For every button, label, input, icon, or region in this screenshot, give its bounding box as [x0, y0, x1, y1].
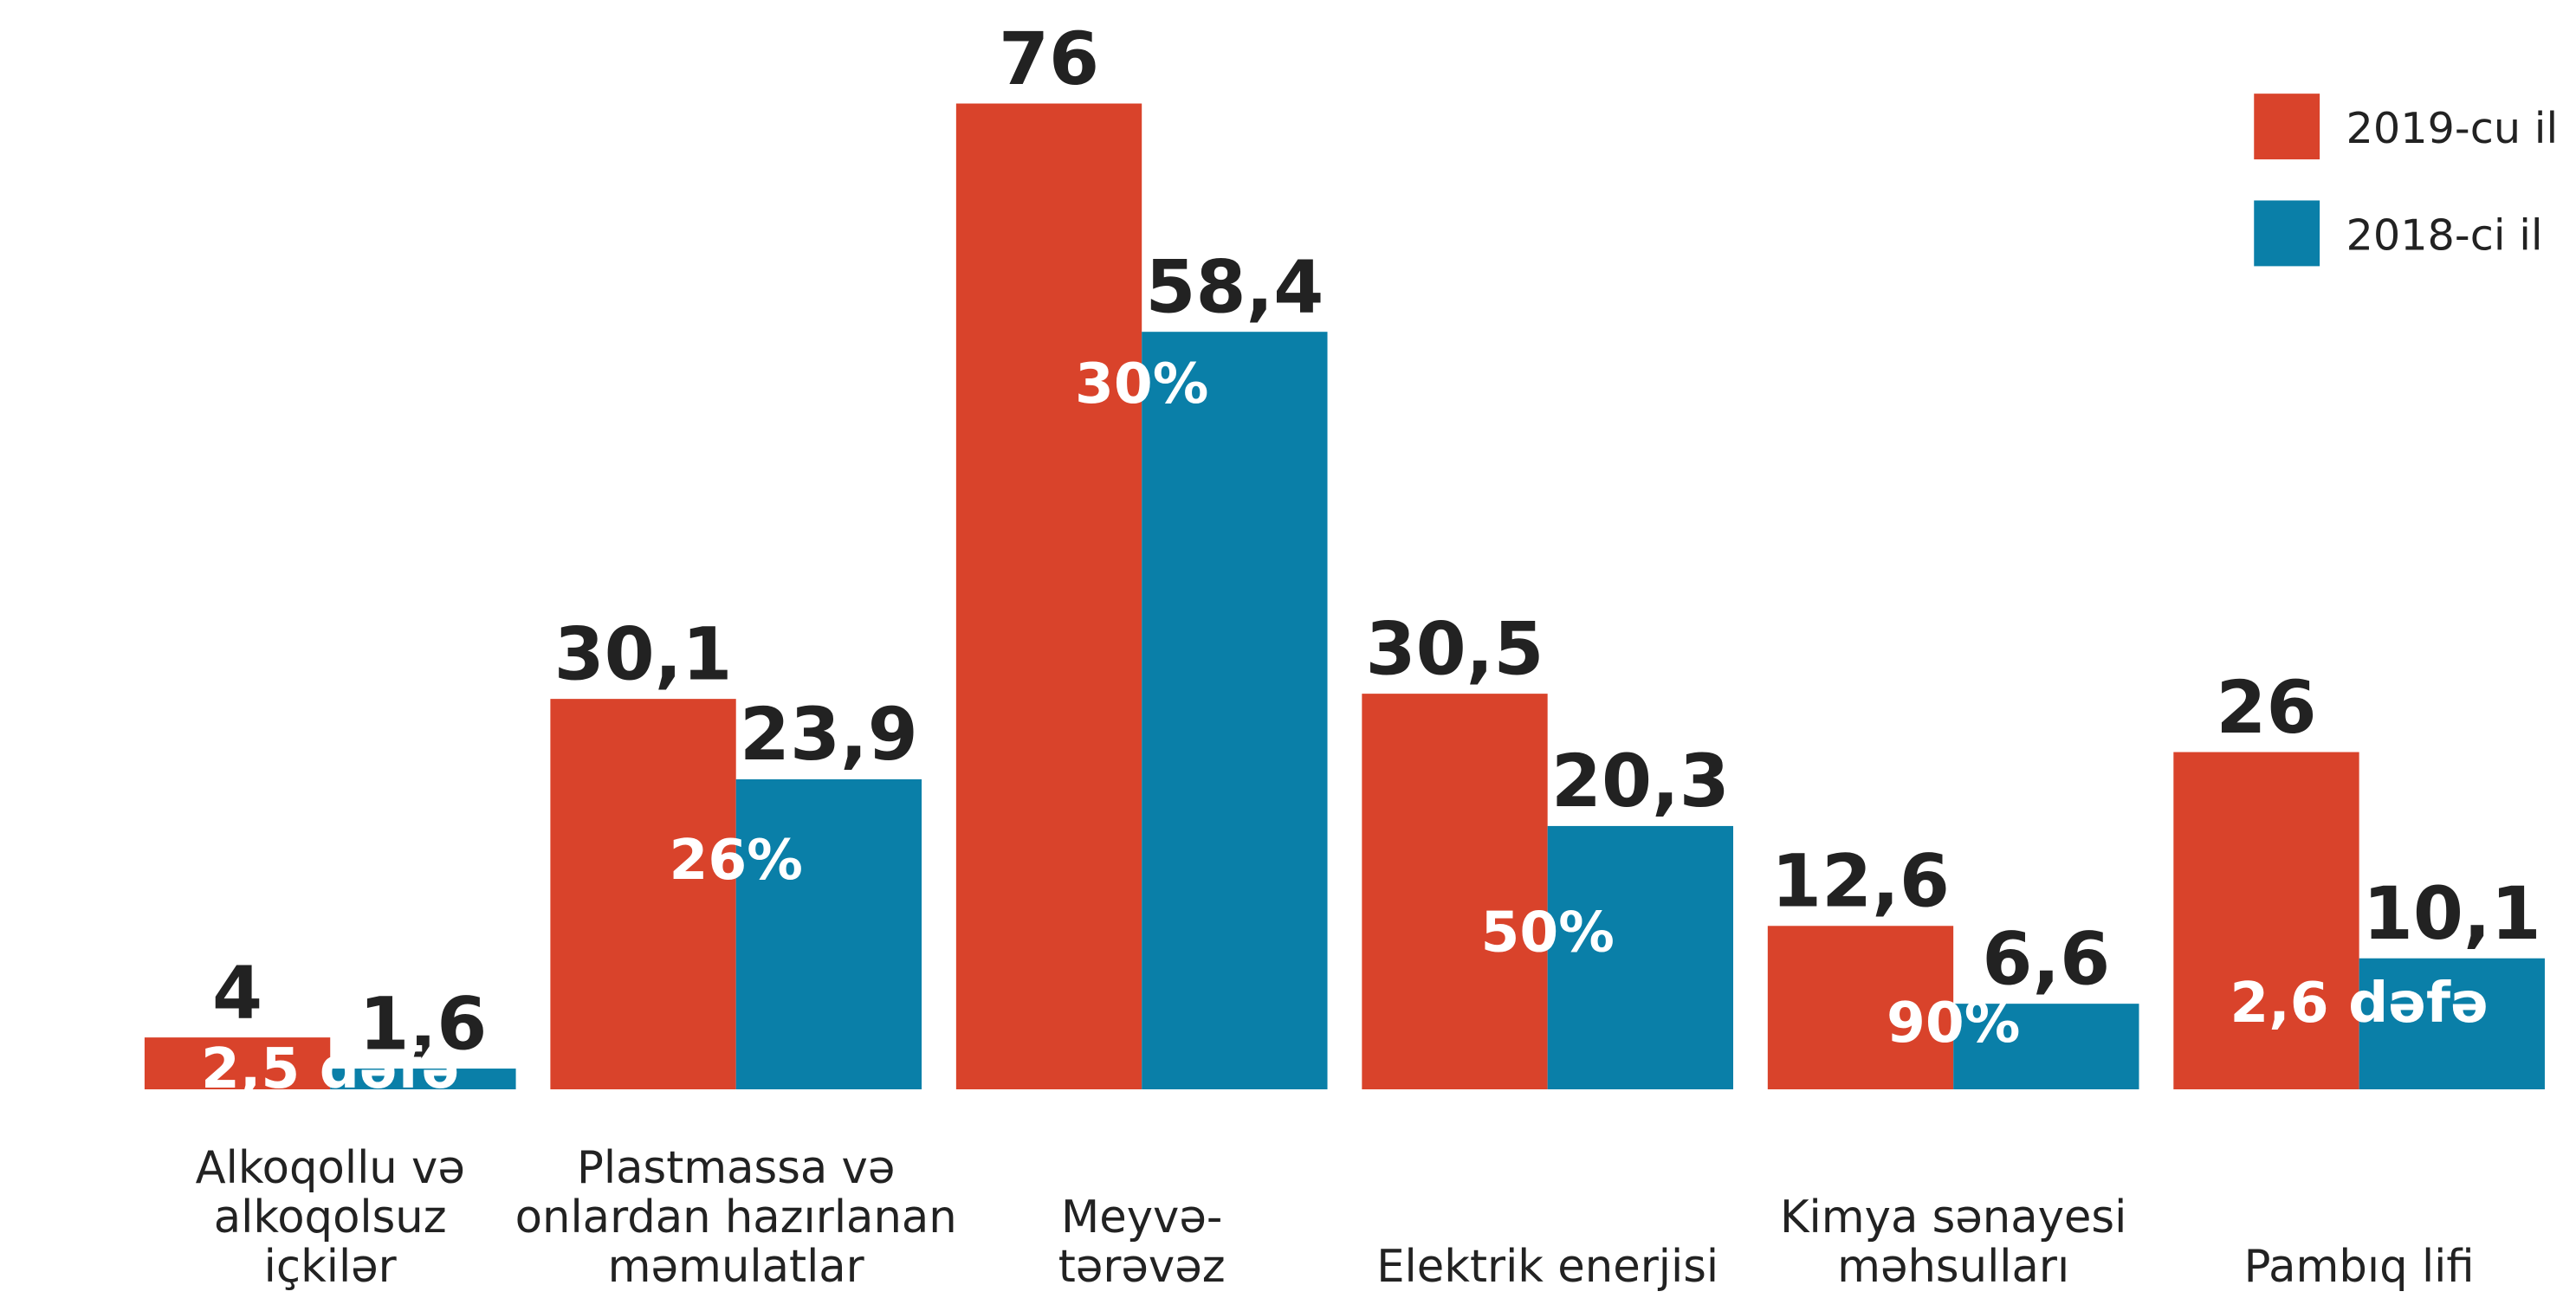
- bar: [2173, 752, 2359, 1090]
- value-label: 10,1: [2363, 872, 2541, 956]
- bar: [1953, 1004, 2139, 1090]
- value-label: 20,3: [1551, 739, 1730, 823]
- bar: [330, 1069, 516, 1090]
- category-label: Pambıq lifi: [2244, 1241, 2475, 1293]
- bar: [1142, 332, 1328, 1090]
- value-label: 30,1: [554, 612, 733, 696]
- bar: [1547, 825, 1734, 1090]
- category-label: Plastmassa və onlardan hazırlanan məmulatl…: [515, 1142, 957, 1293]
- bar: [550, 699, 736, 1090]
- annotation: 30%: [1075, 352, 1208, 417]
- annotation: 90%: [1887, 991, 2020, 1056]
- value-label: 4: [212, 951, 262, 1035]
- value-label: 58,4: [1145, 245, 1324, 329]
- annotation: 50%: [1480, 901, 1614, 965]
- value-label: 76: [999, 17, 1099, 101]
- value-label: 26: [2216, 666, 2316, 750]
- legend-swatch: [2254, 200, 2320, 267]
- annotation: 26%: [670, 828, 803, 893]
- bar: [2359, 958, 2545, 1090]
- legend-swatch: [2254, 94, 2320, 160]
- category-label: Kimya sənayesi məhsulları: [1780, 1191, 2126, 1293]
- bar: [735, 778, 922, 1090]
- bar: [144, 1037, 331, 1090]
- legend-label: 2019-cu il: [2346, 103, 2558, 153]
- annotation: 2,6 dəfə: [2230, 971, 2488, 1036]
- value-label: 23,9: [740, 693, 918, 777]
- category-label: Alkoqollu və alkoqolsuz içkilər: [196, 1142, 465, 1293]
- category-label: Meyvə-tərəvəz: [1058, 1191, 1226, 1293]
- annotation: 2,5 dəfə: [201, 1036, 459, 1101]
- bar: [955, 103, 1142, 1090]
- value-label: 12,6: [1771, 839, 1950, 923]
- bar: [1362, 694, 1548, 1090]
- category-label: Elektrik enerjisi: [1376, 1241, 1718, 1293]
- value-label: 1,6: [359, 982, 487, 1066]
- bar: [1767, 926, 1954, 1090]
- legend-label: 2018-ci il: [2346, 210, 2542, 260]
- value-label: 30,5: [1366, 607, 1544, 691]
- value-label: 6,6: [1982, 917, 2110, 1001]
